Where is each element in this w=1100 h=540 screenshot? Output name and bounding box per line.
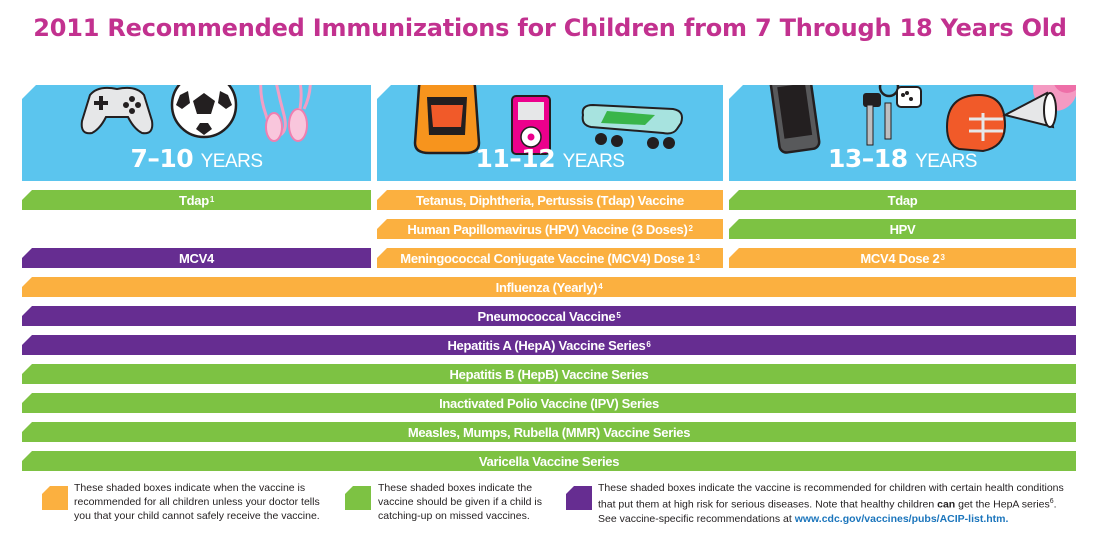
influenza-bar: Influenza (Yearly) 4 [22,277,1076,297]
legend-orange-text: These shaded boxes indicate when the vac… [74,482,320,522]
mcv4-11-12-bar: Meningococcal Conjugate Vaccine (MCV4) D… [377,248,723,268]
age-unit-13-18: YEARS [915,151,977,172]
age-range-11-12: 11–12 [475,144,556,173]
tdap-11-12-bar: Tetanus, Diphtheria, Pertussis (Tdap) Va… [377,190,723,210]
influenza-footnote: 4 [598,281,603,291]
legend-green-text: These shaded boxes indicate the vaccine … [378,482,543,522]
age-unit-11-12: YEARS [562,151,625,172]
mmr-label: Measles, Mumps, Rubella (MMR) Vaccine Se… [407,424,691,440]
age-panel-7-10: 7–10 YEARS [22,85,371,181]
soccer-ball-icon [170,85,238,139]
tdap-7-10-bar: Tdap 1 [22,190,371,210]
age-range-13-18: 13–18 [828,144,908,173]
pneumococcal-bar: Pneumococcal Vaccine 5 [22,306,1076,326]
tdap-7-10-label: Tdap [178,192,209,208]
hpv-13-18-bar: HPV [729,219,1076,239]
age-label-13-18: 13–18 YEARS [729,144,1076,173]
illustrations-13-18 [729,85,1076,163]
hpv-11-12-bar: Human Papillomavirus (HPV) Vaccine (3 Do… [377,219,723,239]
varicella-label: Varicella Vaccine Series [478,453,620,469]
age-panel-13-18: 13–18 YEARS [729,85,1076,181]
illustrations-11-12 [377,85,723,163]
hpv-13-18-label: HPV [889,221,916,237]
mcv4-7-10-label: MCV4 [179,250,214,266]
tdap-7-10-footnote: 1 [209,194,214,204]
backpack-icon [413,85,481,155]
page-title: 2011 Recommended Immunizations for Child… [33,14,1067,42]
age-label-11-12: 11–12 YEARS [377,144,723,173]
legend-orange-swatch [42,486,68,510]
legend-purple-text-3: . See vaccine-specific recommendations a… [598,498,1057,525]
legend-purple-footnote: 6 [1049,498,1054,505]
mcv4-13-18-footnote: 3 [940,252,945,262]
hepb-label: Hepatitis B (HepB) Vaccine Series [449,366,649,382]
hpv-11-12-footnote: 2 [688,223,693,233]
legend-green-swatch [345,486,371,510]
mcv4-13-18-label: MCV4 Dose 2 [860,250,940,266]
legend-purple-text: These shaded boxes indicate the vaccine … [598,481,1068,526]
ipv-label: Inactivated Polio Vaccine (IPV) Series [439,395,659,411]
acip-list-link[interactable]: www.cdc.gov/vaccines/pubs/ACIP-list.htm. [794,512,1009,525]
varicella-bar: Varicella Vaccine Series [22,451,1076,471]
legend-purple-swatch [566,486,592,510]
ipv-bar: Inactivated Polio Vaccine (IPV) Series [22,393,1076,413]
legend-purple-text-2: get the HepA series [958,498,1050,511]
age-range-7-10: 7–10 [130,144,194,173]
legend-purple-text-1: These shaded boxes indicate the vaccine … [598,482,1064,511]
mcv4-11-12-footnote: 3 [695,252,700,262]
mcv4-11-12-label: Meningococcal Conjugate Vaccine (MCV4) D… [400,250,695,266]
game-controller-icon [80,86,154,135]
tdap-13-18-bar: Tdap [729,190,1076,210]
age-label-7-10: 7–10 YEARS [22,144,371,173]
hepa-label: Hepatitis A (HepA) Vaccine Series [447,337,646,353]
cell-phone-icon [769,85,821,154]
pneumococcal-label: Pneumococcal Vaccine [477,308,616,324]
tdap-13-18-label: Tdap [887,192,918,208]
pneumococcal-footnote: 5 [616,310,621,320]
car-keys-icon [863,85,922,146]
football-helmet-icon [945,93,1007,153]
megaphone-pompom-icon [1002,85,1076,129]
influenza-label: Influenza (Yearly) [495,279,598,295]
illustrations-7-10 [22,85,371,163]
age-unit-7-10: YEARS [200,151,263,172]
hepa-bar: Hepatitis A (HepA) Vaccine Series 6 [22,335,1076,355]
hpv-11-12-label: Human Papillomavirus (HPV) Vaccine (3 Do… [407,221,688,237]
tdap-11-12-label: Tetanus, Diphtheria, Pertussis (Tdap) Va… [415,192,684,208]
age-panel-11-12: 11–12 YEARS [377,85,723,181]
hepb-bar: Hepatitis B (HepB) Vaccine Series [22,364,1076,384]
music-player-icon [511,95,551,155]
mmr-bar: Measles, Mumps, Rubella (MMR) Vaccine Se… [22,422,1076,442]
ballet-shoes-icon [259,85,312,142]
hepa-footnote: 6 [646,339,651,349]
skateboard-icon [581,103,683,149]
legend-purple-bold: can [937,498,956,511]
mcv4-7-10-bar: MCV4 [22,248,371,268]
